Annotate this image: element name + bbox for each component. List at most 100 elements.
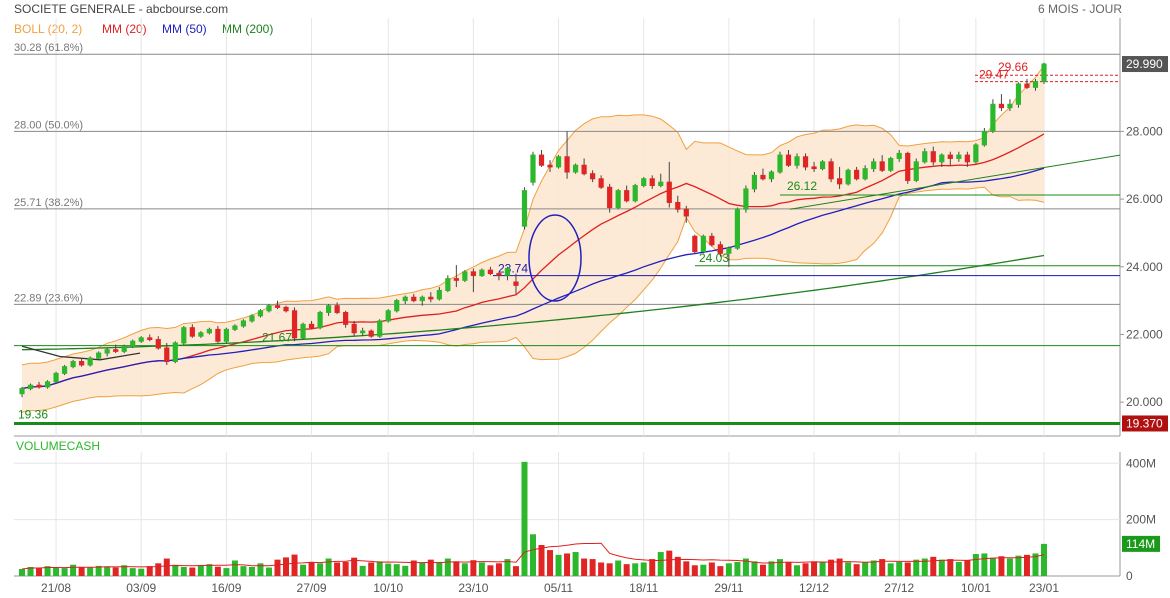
legend-mm50[interactable]: MM (50) bbox=[162, 22, 207, 36]
candle-body bbox=[198, 332, 204, 337]
candle-body bbox=[1015, 83, 1022, 105]
volume-bar bbox=[155, 563, 162, 576]
candle-body bbox=[44, 381, 51, 388]
candle-body bbox=[717, 244, 723, 254]
volume-bar bbox=[53, 567, 60, 576]
candle-body bbox=[360, 330, 366, 334]
candle-body bbox=[326, 305, 332, 313]
candle-body bbox=[453, 278, 459, 281]
candle-body bbox=[581, 164, 587, 175]
candle-body bbox=[922, 151, 928, 163]
support-label: 29.47 bbox=[979, 68, 1009, 82]
volume-bar bbox=[1015, 555, 1022, 576]
candle-body bbox=[879, 161, 885, 171]
candle-body bbox=[104, 349, 110, 354]
x-tick-label: 27/12 bbox=[884, 581, 914, 595]
volume-bar bbox=[283, 557, 290, 576]
volume-bar bbox=[512, 566, 519, 576]
candle-body bbox=[871, 161, 877, 170]
candle-body bbox=[138, 337, 144, 342]
volume-bar bbox=[742, 558, 749, 576]
candle-body bbox=[257, 310, 264, 317]
candle-body bbox=[249, 315, 255, 322]
candle-body bbox=[641, 178, 647, 187]
volume-bar bbox=[436, 561, 443, 576]
candle-body bbox=[308, 323, 315, 329]
volume-bar bbox=[947, 559, 954, 576]
legend-mm200[interactable]: MM (200) bbox=[222, 22, 274, 36]
support-label: 26.12 bbox=[787, 179, 817, 193]
volume-bar bbox=[530, 534, 536, 576]
candle-body bbox=[564, 156, 570, 173]
candle-body bbox=[487, 269, 494, 275]
candle-body bbox=[632, 185, 638, 202]
volume-bar bbox=[564, 553, 571, 576]
candle-body bbox=[658, 181, 664, 187]
candle-body bbox=[964, 154, 970, 163]
legend-boll[interactable]: BOLL (20, 2) bbox=[14, 22, 83, 36]
volume-bar bbox=[819, 562, 826, 576]
volume-bar bbox=[274, 559, 281, 576]
candle-body bbox=[121, 345, 127, 352]
candle-body bbox=[1041, 63, 1047, 83]
bollinger-upper bbox=[21, 65, 1045, 366]
candle-body bbox=[436, 289, 442, 300]
y-tick-label: 28.000 bbox=[1126, 124, 1163, 138]
candle-body bbox=[913, 161, 919, 181]
candle-body bbox=[215, 328, 221, 342]
volume-bar bbox=[70, 564, 77, 576]
chart-title: SOCIETE GENERALE - abcbourse.com bbox=[14, 2, 229, 16]
candle-body bbox=[956, 154, 962, 159]
volume-bar bbox=[640, 562, 647, 576]
volume-bar bbox=[759, 564, 766, 576]
candle-body bbox=[164, 347, 170, 363]
volume-bar bbox=[794, 565, 801, 576]
candle-body bbox=[291, 310, 298, 339]
period-label[interactable]: 6 MOIS - JOUR bbox=[1037, 2, 1122, 16]
x-tick-label: 29/11 bbox=[714, 581, 743, 595]
volume-bar bbox=[257, 563, 264, 576]
volume-bar bbox=[921, 558, 928, 576]
volume-bar bbox=[964, 560, 971, 576]
volume-bar bbox=[461, 563, 468, 576]
volume-bar bbox=[879, 559, 886, 576]
legend-mm20[interactable]: MM (20) bbox=[102, 22, 147, 36]
volume-bar bbox=[44, 566, 51, 576]
candle-body bbox=[598, 178, 604, 188]
y-tick-label: 26.000 bbox=[1126, 192, 1163, 206]
volume-bar bbox=[410, 560, 417, 576]
candle-body bbox=[896, 152, 902, 159]
volume-bar bbox=[223, 568, 230, 576]
volume-bar bbox=[87, 567, 94, 576]
candle-body bbox=[1007, 103, 1013, 109]
support-label: 21.67 bbox=[262, 331, 292, 345]
candle-body bbox=[683, 208, 689, 217]
volume-bar bbox=[300, 564, 307, 576]
candle-body bbox=[751, 174, 758, 190]
candle-body bbox=[428, 296, 434, 300]
volume-bar bbox=[623, 564, 630, 576]
candle-body bbox=[572, 164, 579, 173]
fib-level-label: 25.71 (38.2%) bbox=[14, 197, 83, 209]
volume-bar bbox=[981, 553, 988, 576]
candle-body bbox=[206, 328, 212, 334]
y-tick-label: 24.000 bbox=[1126, 260, 1163, 274]
volume-bar bbox=[19, 568, 25, 576]
volume-bar bbox=[36, 568, 43, 576]
candle-body bbox=[172, 342, 178, 363]
volume-bar bbox=[862, 561, 869, 576]
candle-body bbox=[240, 320, 247, 327]
candle-body bbox=[351, 323, 357, 334]
candle-body bbox=[777, 154, 783, 173]
candle-body bbox=[266, 305, 272, 312]
candle-body bbox=[615, 190, 621, 209]
candle-body bbox=[462, 271, 468, 281]
low-price-badge bbox=[1122, 415, 1168, 432]
volume-tick-label: 400M bbox=[1126, 456, 1156, 470]
volume-bar bbox=[913, 559, 920, 576]
volume-bar bbox=[555, 554, 562, 576]
volume-tick-label: 200M bbox=[1126, 513, 1156, 527]
candle-body bbox=[743, 188, 749, 210]
bollinger-lower bbox=[21, 186, 1045, 413]
candle-body bbox=[419, 296, 425, 302]
